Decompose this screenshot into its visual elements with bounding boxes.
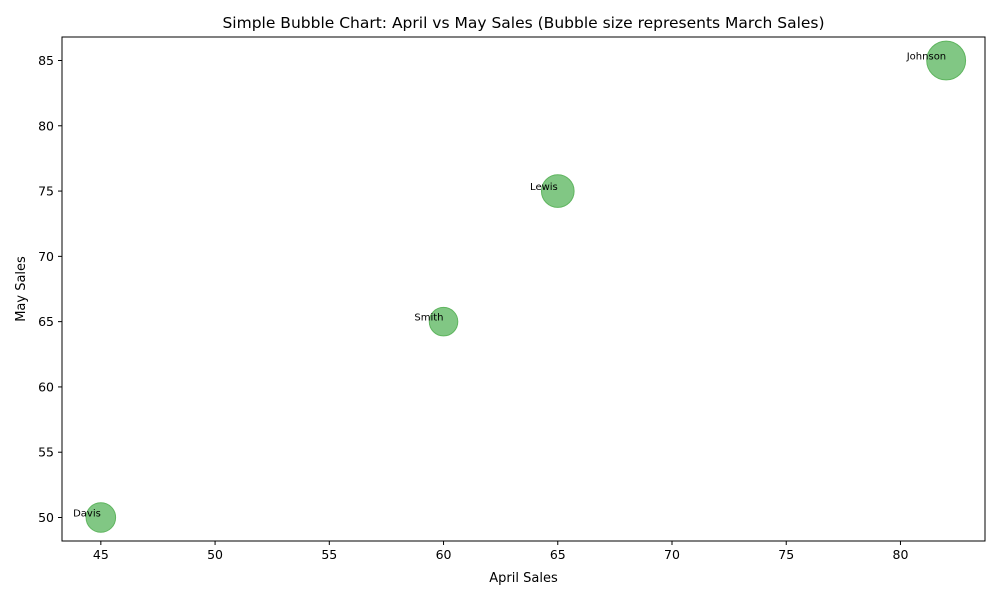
y-tick-label: 50	[38, 510, 54, 525]
y-axis-label: May Sales	[14, 256, 29, 322]
bubble	[540, 174, 575, 208]
y-tick-label: 70	[38, 249, 54, 264]
bubble	[428, 306, 459, 337]
bubble-label: Davis	[73, 508, 101, 519]
bubble-label: Johnson	[906, 52, 946, 63]
x-axis-label: April Sales	[489, 571, 558, 586]
x-tick-label: 45	[93, 547, 109, 562]
plot-area: Johnson Lewis Smith Davis	[73, 40, 967, 533]
x-tick-label: 80	[893, 547, 909, 562]
y-tick-label: 65	[38, 314, 54, 329]
y-tick-label: 55	[38, 445, 54, 460]
y-tick-label: 85	[38, 53, 54, 68]
x-tick-label: 50	[207, 547, 223, 562]
y-tick-label: 80	[38, 118, 54, 133]
x-tick-label: 70	[664, 547, 680, 562]
bubble	[926, 40, 967, 81]
plot-frame	[61, 36, 986, 542]
bubble-label: Smith	[414, 313, 443, 324]
y-tick-label: 75	[38, 184, 54, 199]
bubble	[85, 502, 117, 533]
chart-title: Simple Bubble Chart: April vs May Sales …	[222, 14, 824, 32]
x-tick-label: 65	[550, 547, 566, 562]
x-tick-label: 60	[436, 547, 452, 562]
x-tick-label: 55	[321, 547, 337, 562]
y-tick-label: 60	[38, 379, 54, 394]
x-tick-label: 75	[778, 547, 794, 562]
bubble-label: Lewis	[530, 182, 558, 193]
